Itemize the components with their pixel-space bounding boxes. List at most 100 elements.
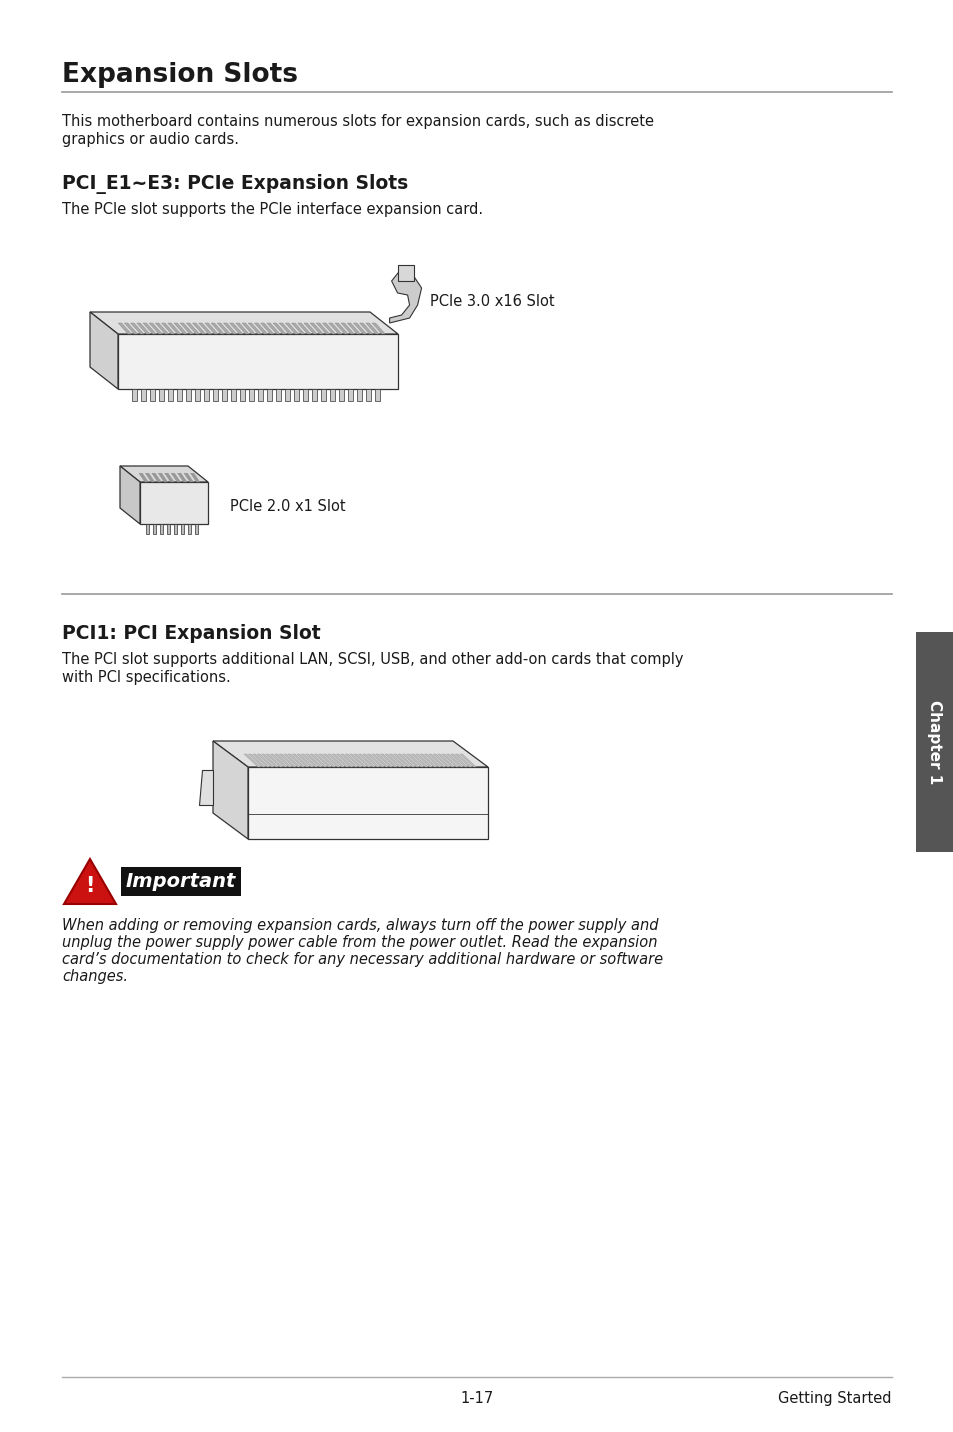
Polygon shape [267,324,280,334]
Polygon shape [380,755,396,768]
Polygon shape [270,755,287,768]
Polygon shape [349,755,366,768]
Polygon shape [322,324,335,334]
Polygon shape [345,755,361,768]
Polygon shape [347,324,360,334]
Text: Important: Important [126,872,236,891]
Text: When adding or removing expansion cards, always turn off the power supply and: When adding or removing expansion cards,… [62,918,658,934]
Polygon shape [211,324,224,334]
Polygon shape [118,324,132,334]
Polygon shape [332,755,349,768]
Polygon shape [140,483,208,524]
Polygon shape [223,324,236,334]
Polygon shape [416,755,432,768]
Polygon shape [273,324,286,334]
Polygon shape [257,390,262,401]
Polygon shape [384,755,401,768]
Polygon shape [310,324,323,334]
Polygon shape [283,755,300,768]
Polygon shape [173,324,187,334]
Polygon shape [161,324,174,334]
Polygon shape [406,755,423,768]
Polygon shape [165,473,173,483]
Polygon shape [329,324,341,334]
Text: This motherboard contains numerous slots for expansion cards, such as discrete: This motherboard contains numerous slots… [62,115,654,129]
Polygon shape [285,390,290,401]
Polygon shape [428,755,445,768]
Polygon shape [171,473,180,483]
Text: !: ! [85,876,94,896]
Polygon shape [194,390,199,401]
Polygon shape [359,324,373,334]
Polygon shape [310,755,327,768]
Text: unplug the power supply power cable from the power outlet. Read the expansion: unplug the power supply power cable from… [62,935,657,949]
Polygon shape [318,755,335,768]
Polygon shape [424,755,440,768]
Polygon shape [193,324,206,334]
Polygon shape [120,465,208,483]
FancyBboxPatch shape [915,632,953,852]
Polygon shape [260,324,274,334]
Polygon shape [459,755,476,768]
Polygon shape [372,755,388,768]
Polygon shape [353,324,366,334]
Polygon shape [437,755,454,768]
Polygon shape [354,755,371,768]
Polygon shape [288,755,304,768]
Polygon shape [184,473,193,483]
Polygon shape [261,755,278,768]
Polygon shape [168,390,172,401]
Polygon shape [152,473,161,483]
Polygon shape [213,740,488,768]
Polygon shape [213,740,248,839]
Polygon shape [191,473,199,483]
Polygon shape [455,755,472,768]
Text: Getting Started: Getting Started [778,1390,891,1406]
Polygon shape [136,324,150,334]
Polygon shape [160,524,163,534]
Polygon shape [230,324,243,334]
Polygon shape [124,324,137,334]
Polygon shape [330,390,335,401]
Polygon shape [441,755,458,768]
Polygon shape [168,324,181,334]
Polygon shape [301,755,317,768]
Polygon shape [279,324,292,334]
Polygon shape [292,324,304,334]
Polygon shape [186,390,191,401]
Polygon shape [327,755,344,768]
Polygon shape [389,755,406,768]
Text: changes.: changes. [62,969,128,984]
Polygon shape [303,390,307,401]
Polygon shape [213,390,217,401]
Polygon shape [248,324,261,334]
Polygon shape [365,324,378,334]
Polygon shape [451,755,467,768]
Polygon shape [186,324,199,334]
Polygon shape [167,524,171,534]
Polygon shape [177,390,181,401]
Polygon shape [64,859,116,904]
Polygon shape [155,324,169,334]
Polygon shape [316,324,329,334]
Polygon shape [150,390,154,401]
Polygon shape [146,524,150,534]
Polygon shape [348,390,353,401]
Polygon shape [118,334,397,390]
Text: Expansion Slots: Expansion Slots [62,62,297,87]
Polygon shape [275,390,280,401]
Polygon shape [338,390,343,401]
Polygon shape [323,755,339,768]
Polygon shape [254,324,268,334]
Polygon shape [375,755,393,768]
Text: PCI_E1~E3: PCIe Expansion Slots: PCI_E1~E3: PCIe Expansion Slots [62,175,408,193]
Polygon shape [372,324,385,334]
Polygon shape [248,755,265,768]
Polygon shape [198,324,212,334]
Polygon shape [389,271,421,324]
Polygon shape [267,390,272,401]
Polygon shape [367,755,383,768]
Polygon shape [159,390,163,401]
Polygon shape [446,755,462,768]
Polygon shape [304,324,316,334]
